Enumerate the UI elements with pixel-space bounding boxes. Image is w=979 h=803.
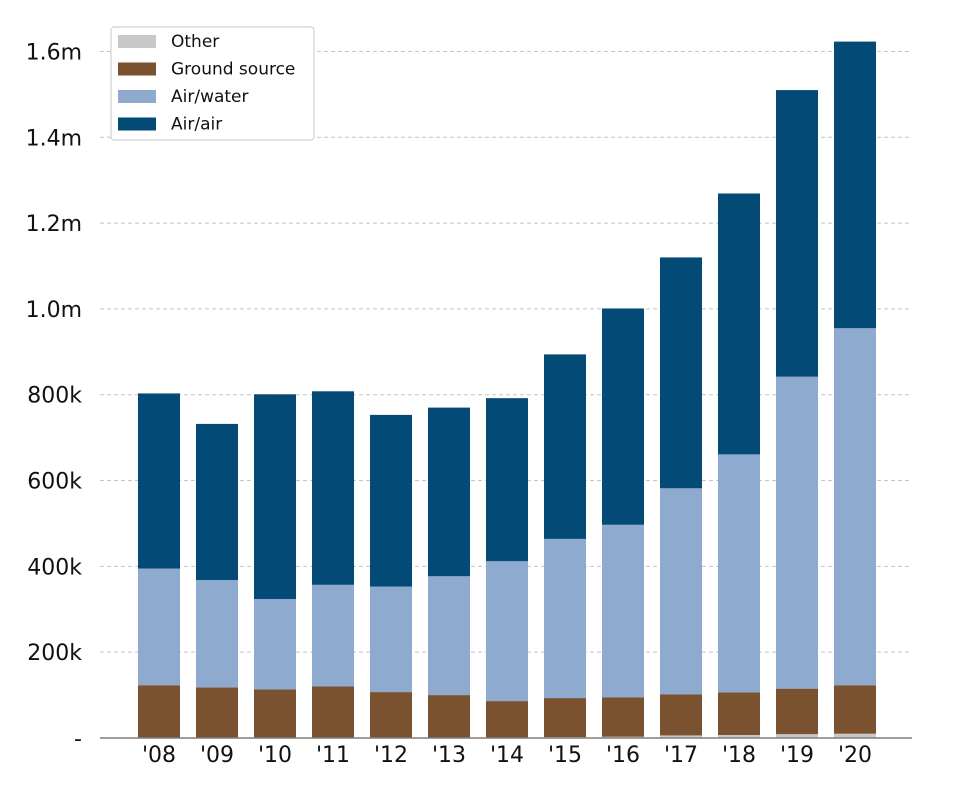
legend-label-ground-source: Ground source	[171, 60, 295, 80]
legend-box	[110, 26, 315, 141]
bar-segment-air-air-09	[196, 423, 238, 581]
bar-segment-other-17	[660, 735, 702, 738]
bar-segment-ground-source-12	[370, 692, 412, 738]
bar-segment-air-air-15	[544, 354, 586, 539]
x-tick-label: '20	[838, 743, 872, 768]
bar-segment-ground-source-20	[834, 685, 876, 734]
bar-segment-air-air-10	[254, 394, 296, 599]
bar-segment-air-water-11	[312, 584, 354, 687]
x-tick-label: '14	[490, 743, 524, 768]
bar-segment-air-air-11	[312, 391, 354, 585]
bar-segment-air-water-18	[718, 454, 760, 693]
y-tick-label: -	[74, 727, 82, 752]
bar-segment-ground-source-15	[544, 698, 586, 738]
x-tick-label: '17	[664, 743, 698, 768]
bar-segment-air-water-17	[660, 488, 702, 695]
x-tick-label: '08	[142, 743, 176, 768]
bar-segment-air-water-09	[196, 580, 238, 688]
legend-label-other: Other	[171, 32, 219, 52]
y-tick-label: 1.4m	[26, 126, 82, 151]
bar-segment-other-18	[718, 734, 760, 738]
x-tick-label: '15	[548, 743, 582, 768]
bar-segment-air-air-14	[486, 398, 528, 562]
legend-label-air-water: Air/water	[171, 87, 249, 107]
y-tick-label: 1.0m	[26, 298, 82, 323]
bar-segment-ground-source-11	[312, 686, 354, 738]
x-tick-label: '18	[722, 743, 756, 768]
bar-segment-air-water-20	[834, 328, 876, 686]
bar-segment-ground-source-13	[428, 695, 470, 738]
x-tick-label: '12	[374, 743, 408, 768]
bar-segment-air-air-18	[718, 193, 760, 455]
legend-swatch-other	[118, 35, 156, 48]
bar-segment-air-water-15	[544, 538, 586, 699]
legend-label-air-air: Air/air	[171, 115, 222, 135]
bar-segment-ground-source-19	[776, 688, 818, 735]
bar-segment-air-water-19	[776, 376, 818, 689]
axes: - 200k 400k 600k 800k 1.0m 1.2m 1.4m 1.6m '08 '09 '…	[26, 40, 912, 768]
x-tick-label: '16	[606, 743, 640, 768]
y-tick-label: 800k	[27, 384, 82, 409]
y-tick-label: 1.6m	[26, 40, 82, 65]
legend-swatch-ground-source	[118, 62, 156, 76]
bar-segment-air-air-13	[428, 407, 470, 577]
bar-segment-ground-source-14	[486, 701, 528, 738]
bar-segment-ground-source-17	[660, 694, 702, 736]
bars	[138, 41, 876, 738]
bar-segment-air-water-08	[138, 568, 180, 686]
y-tick-label: 400k	[27, 555, 82, 580]
bar-segment-air-water-16	[602, 524, 644, 698]
bar-segment-ground-source-08	[138, 685, 180, 738]
bar-segment-ground-source-18	[718, 692, 760, 735]
bar-segment-ground-source-16	[602, 697, 644, 737]
bar-segment-air-water-14	[486, 561, 528, 702]
y-tick-label: 1.2m	[26, 212, 82, 237]
bar-segment-other-19	[776, 734, 818, 738]
bar-segment-air-air-08	[138, 393, 180, 569]
x-tick-label: '19	[780, 743, 814, 768]
legend-swatch-air-air	[118, 117, 156, 131]
bar-segment-ground-source-10	[254, 689, 296, 738]
bar-segment-air-water-10	[254, 598, 296, 690]
x-tick-label: '11	[316, 743, 350, 768]
legend: Other Ground source Air/water Air/air	[110, 26, 315, 141]
x-tick-label: '10	[258, 743, 292, 768]
legend-swatch-air-water	[118, 90, 156, 103]
bar-segment-air-air-12	[370, 414, 412, 587]
bar-segment-air-water-12	[370, 586, 412, 693]
bar-segment-ground-source-09	[196, 687, 238, 738]
bar-segment-air-air-16	[602, 308, 644, 525]
bar-segment-air-air-20	[834, 41, 876, 329]
bar-segment-air-air-17	[660, 257, 702, 489]
bar-segment-air-water-13	[428, 576, 470, 696]
bar-segment-air-air-19	[776, 90, 818, 377]
y-tick-label: 600k	[27, 470, 82, 495]
bar-segment-other-20	[834, 733, 876, 738]
x-tick-label: '13	[432, 743, 466, 768]
x-tick-label: '09	[200, 743, 234, 768]
y-tick-label: 200k	[27, 641, 82, 666]
